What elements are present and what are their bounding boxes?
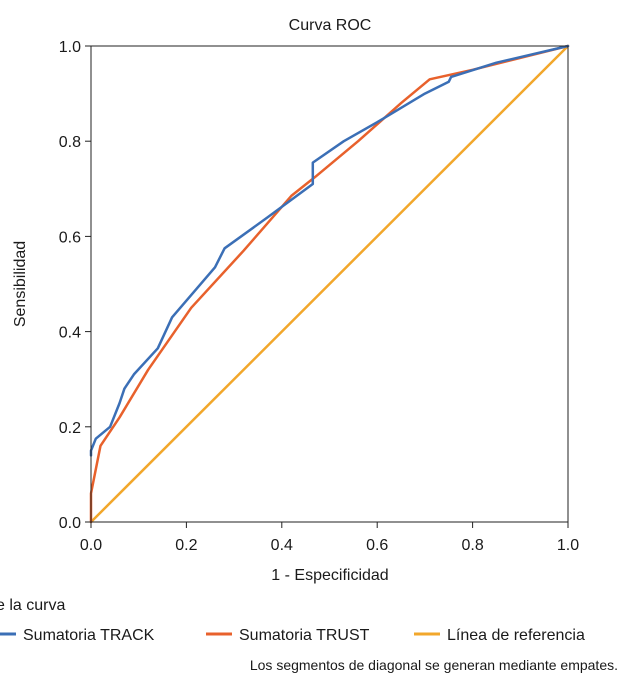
series-line-1 xyxy=(89,44,570,457)
legend: Sumatoria TRACK Sumatoria TRUST Línea de r… xyxy=(0,627,585,644)
y-tick-label: 0.2 xyxy=(59,420,81,437)
footnote: Los segmentos de diagonal se generan med… xyxy=(250,657,618,673)
y-tick-label: 0.6 xyxy=(59,229,81,246)
x-tick-label: 0.4 xyxy=(271,537,293,554)
x-axis-label: 1 - Especificidad xyxy=(271,567,388,584)
axes: 0.0 0.2 0.4 0.6 0.8 1.0 0.0 0.2 0.4 0.6 0.8 1.0 xyxy=(59,39,579,554)
y-tick-label: 0.0 xyxy=(59,515,81,532)
y-tick-label: 1.0 xyxy=(59,39,81,56)
x-tick-label: 0.2 xyxy=(175,537,197,554)
chart-title: Curva ROC xyxy=(289,17,372,34)
x-tick-label: 1.0 xyxy=(557,537,579,554)
y-tick-label: 0.4 xyxy=(59,325,81,342)
x-tick-label: 0.0 xyxy=(80,537,102,554)
legend-title: Origen de la curva xyxy=(0,597,65,614)
y-axis-label: Sensibilidad xyxy=(12,241,29,327)
plot-frame xyxy=(90,45,569,523)
x-tick-label: 0.8 xyxy=(461,537,483,554)
legend-label: Sumatoria TRACK xyxy=(23,627,155,644)
x-tick-label: 0.6 xyxy=(366,537,388,554)
series-line-3 xyxy=(89,44,570,524)
legend-label: Sumatoria TRUST xyxy=(239,627,370,644)
series-lines xyxy=(89,44,570,524)
legend-label: Línea de referencia xyxy=(447,627,585,644)
y-tick-label: 0.8 xyxy=(59,134,81,151)
series-line-2 xyxy=(89,44,570,524)
